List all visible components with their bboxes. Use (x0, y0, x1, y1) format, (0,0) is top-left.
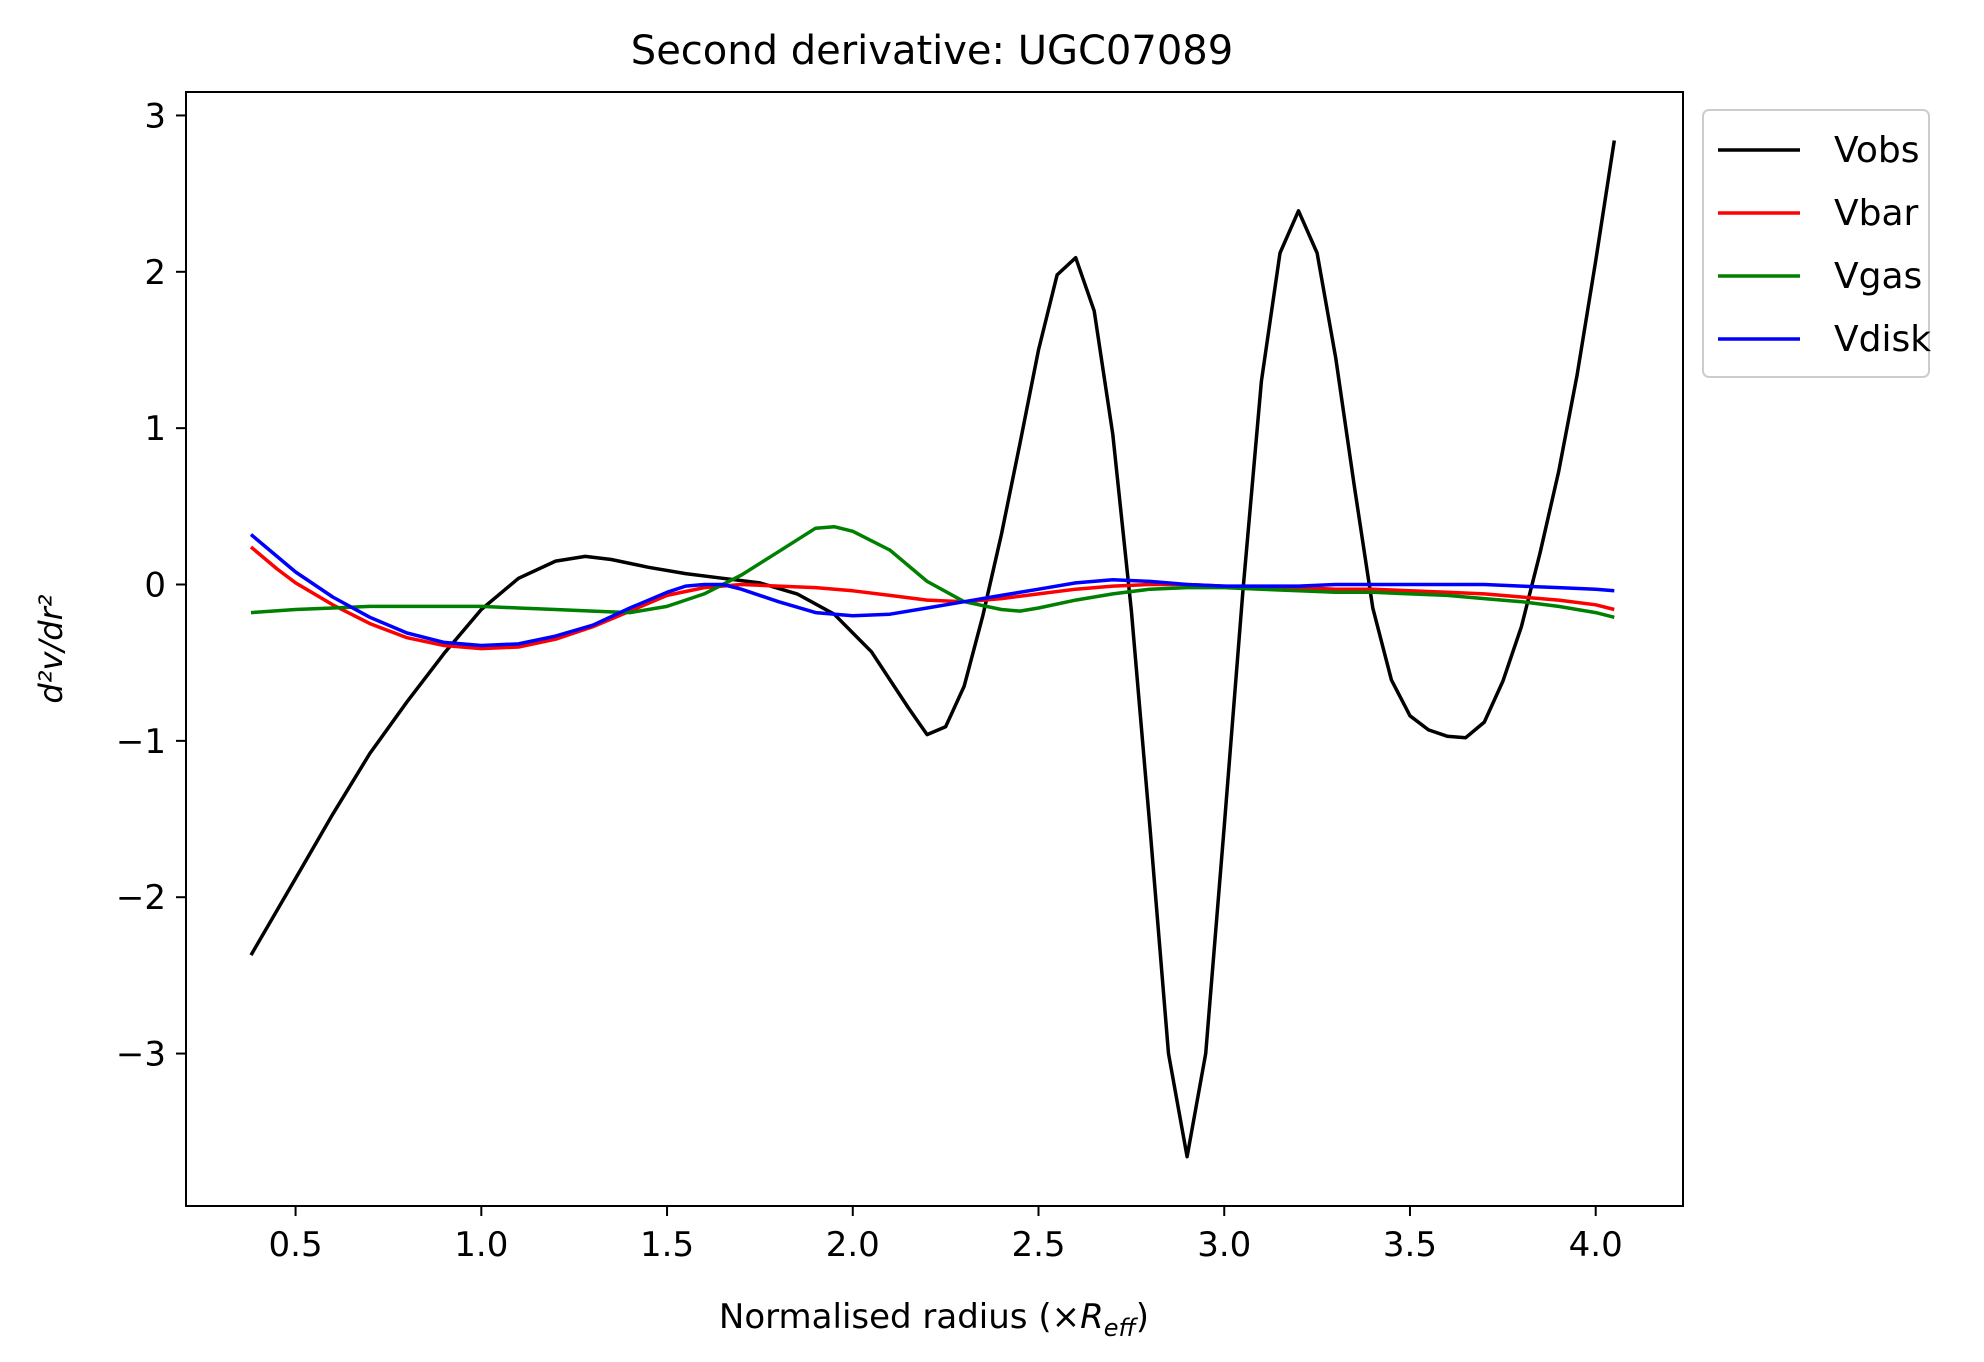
y-axis: −3 −2 −1 0 1 2 3 (116, 96, 186, 1075)
legend-label-vgas: Vgas (1834, 256, 1922, 297)
x-tick-label: 3.5 (1383, 1225, 1437, 1265)
x-axis-label-var: R (1080, 1297, 1104, 1337)
y-tick-label: 2 (144, 253, 166, 293)
chart-title: Second derivative: UGC07089 (631, 28, 1233, 74)
x-tick-label: 2.0 (826, 1225, 880, 1265)
y-tick-label: −1 (116, 722, 166, 762)
legend-frame (1702, 109, 1930, 378)
series-line-vobs (249, 140, 1617, 1159)
y-tick-label: 0 (144, 566, 166, 606)
y-axis-label: d²v/dr² (32, 594, 70, 703)
series-layer (249, 140, 1617, 1159)
x-axis-label-suffix: ) (1136, 1297, 1149, 1337)
legend-label-vobs: Vobs (1834, 130, 1919, 171)
series-line-vgas (250, 524, 1615, 619)
x-axis-label-sub: eff (1104, 1314, 1139, 1342)
y-tick-label: 1 (144, 409, 166, 449)
x-tick-label: 1.5 (640, 1225, 694, 1265)
legend-label-vbar: Vbar (1834, 193, 1919, 234)
x-tick-label: 1.0 (454, 1225, 508, 1265)
x-tick-label: 3.0 (1197, 1225, 1251, 1265)
x-axis: 0.5 1.0 1.5 2.0 2.5 3.0 3.5 4.0 (269, 1206, 1623, 1265)
plot-frame (185, 91, 1684, 1207)
y-tick-label: −3 (116, 1035, 166, 1075)
x-tick-label: 2.5 (1011, 1225, 1065, 1265)
x-axis-label: Normalised radius (×Reff) (719, 1297, 1149, 1342)
x-tick-label: 4.0 (1569, 1225, 1623, 1265)
legend-label-vdisk: Vdisk (1834, 319, 1931, 360)
y-tick-label: −2 (116, 878, 166, 918)
legend: Vobs Vbar Vgas Vdisk (1702, 109, 1931, 378)
series-line-vdisk (249, 533, 1615, 648)
x-axis-label-prefix: Normalised radius (× (719, 1297, 1080, 1337)
x-tick-label: 0.5 (269, 1225, 323, 1265)
series-line-vbar (249, 545, 1615, 651)
y-tick-label: 3 (144, 96, 166, 136)
